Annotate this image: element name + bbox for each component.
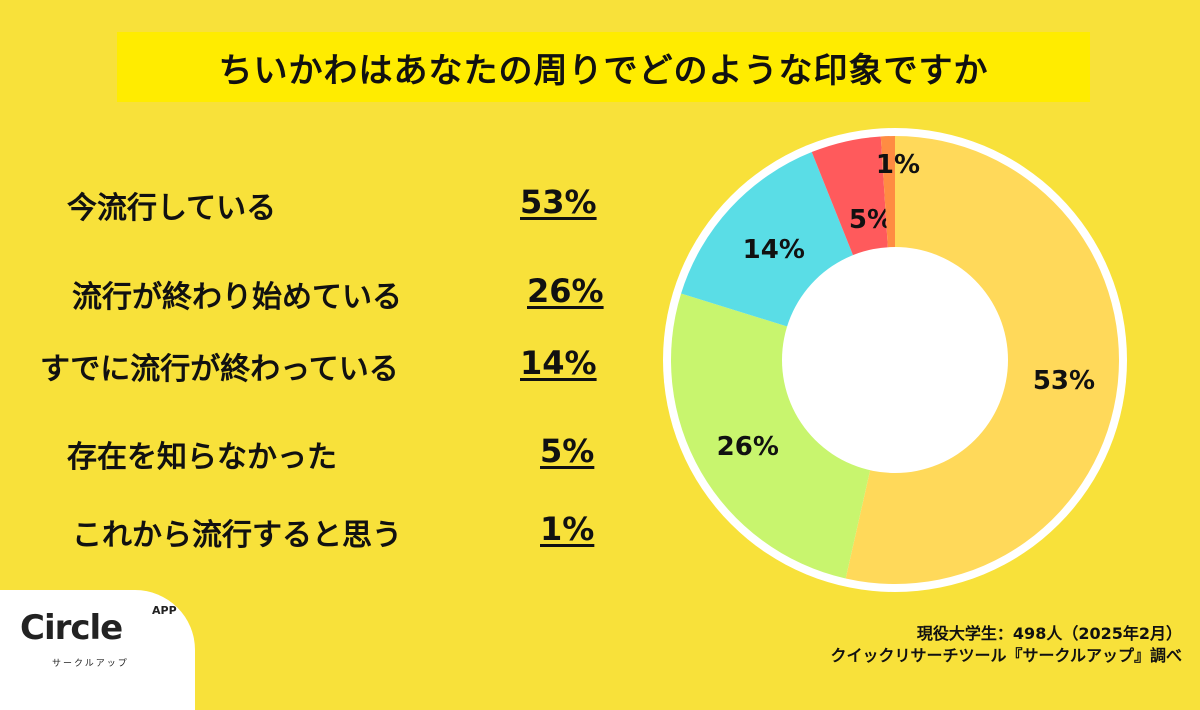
legend-row: 今流行している 53% xyxy=(0,183,660,233)
logo-kana: サークルアップ xyxy=(52,659,129,669)
legend-percent: 53% xyxy=(520,183,597,221)
logo-app-label: APP xyxy=(152,604,177,617)
donut-chart: 53%26%14%5%1% xyxy=(663,128,1127,592)
slice-label: 53% xyxy=(1033,366,1095,396)
legend-percent: 26% xyxy=(527,272,604,310)
legend-row: これから流行すると思う 1% xyxy=(0,510,660,560)
logo-wordmark: Circle xyxy=(20,608,123,648)
legend-row: すでに流行が終わっている 14% xyxy=(0,344,660,394)
source-line-1: 現役大学生：498人（2025年2月） xyxy=(916,624,1182,643)
legend-row: 存在を知らなかった 5% xyxy=(0,432,660,482)
source-line-2: クイックリサーチツール『サークルアップ』調べ xyxy=(830,646,1182,665)
chart-title: ちいかわはあなたの周りでどのような印象ですか xyxy=(218,50,989,91)
legend-percent: 14% xyxy=(520,344,597,382)
title-banner: ちいかわはあなたの周りでどのような印象ですか xyxy=(117,32,1090,102)
legend-label: 存在を知らなかった xyxy=(67,440,337,475)
slice-label: 26% xyxy=(717,432,779,462)
legend-percent: 5% xyxy=(540,432,595,470)
legend-label: すでに流行が終わっている xyxy=(40,352,399,387)
legend-label: これから流行すると思う xyxy=(72,518,402,553)
legend-label: 流行が終わり始めている xyxy=(72,280,402,315)
legend-row: 流行が終わり始めている 26% xyxy=(0,272,660,322)
slice-label: 1% xyxy=(876,150,920,180)
legend-percent: 1% xyxy=(540,510,595,548)
legend-label: 今流行している xyxy=(67,191,277,226)
donut-hole xyxy=(782,247,1008,473)
slice-label: 14% xyxy=(743,235,805,265)
